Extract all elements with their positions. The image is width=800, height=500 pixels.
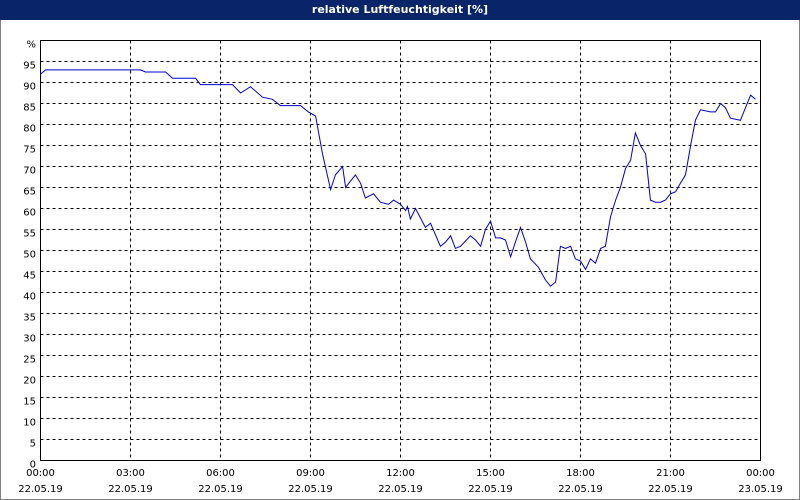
y-tick-label: 55 bbox=[23, 229, 36, 240]
x-tick-label: 12:00 bbox=[386, 468, 415, 479]
y-tick-label: 15 bbox=[23, 397, 36, 408]
chart-title: relative Luftfeuchtigkeit [%] bbox=[312, 3, 488, 16]
x-tick-label: 15:00 bbox=[476, 468, 505, 479]
x-tick-label: 00:00 bbox=[746, 468, 775, 479]
x-tick-label: 21:00 bbox=[656, 468, 685, 479]
x-tick-date: 23.05.19 bbox=[738, 484, 783, 495]
y-tick-label: 70 bbox=[23, 166, 36, 177]
y-tick-label: 30 bbox=[23, 334, 36, 345]
y-tick-label: 80 bbox=[23, 124, 36, 135]
x-tick-date: 22.05.19 bbox=[18, 484, 63, 495]
y-tick-label: % bbox=[26, 40, 36, 51]
y-tick-label: 60 bbox=[23, 208, 36, 219]
x-tick-label: 00:00 bbox=[26, 468, 55, 479]
data-line bbox=[40, 69, 756, 287]
x-tick-label: 09:00 bbox=[296, 468, 325, 479]
y-tick-label: 25 bbox=[23, 355, 36, 366]
x-tick-date: 22.05.19 bbox=[468, 484, 513, 495]
x-tick-label: 06:00 bbox=[206, 468, 235, 479]
x-tick-label: 18:00 bbox=[566, 468, 595, 479]
y-tick-label: 0 bbox=[30, 460, 36, 471]
x-tick-date: 22.05.19 bbox=[288, 484, 333, 495]
y-tick-label: 75 bbox=[23, 145, 36, 156]
y-tick-label: 85 bbox=[23, 103, 36, 114]
y-tick-label: 50 bbox=[23, 250, 36, 261]
y-tick-label: 65 bbox=[23, 187, 36, 198]
y-tick-label: 90 bbox=[23, 82, 36, 93]
x-tick-date: 22.05.19 bbox=[648, 484, 693, 495]
x-tick-date: 22.05.19 bbox=[198, 484, 243, 495]
y-tick-label: 20 bbox=[23, 376, 36, 387]
x-tick-date: 22.05.19 bbox=[108, 484, 153, 495]
x-tick-label: 03:00 bbox=[116, 468, 145, 479]
y-tick-label: 35 bbox=[23, 313, 36, 324]
y-tick-label: 10 bbox=[23, 418, 36, 429]
y-tick-label: 95 bbox=[23, 61, 36, 72]
x-tick-date: 22.05.19 bbox=[558, 484, 603, 495]
y-tick-label: 40 bbox=[23, 292, 36, 303]
title-bar bbox=[0, 0, 800, 20]
y-tick-label: 45 bbox=[23, 271, 36, 282]
y-tick-label: 5 bbox=[30, 439, 36, 450]
x-tick-date: 22.05.19 bbox=[378, 484, 423, 495]
